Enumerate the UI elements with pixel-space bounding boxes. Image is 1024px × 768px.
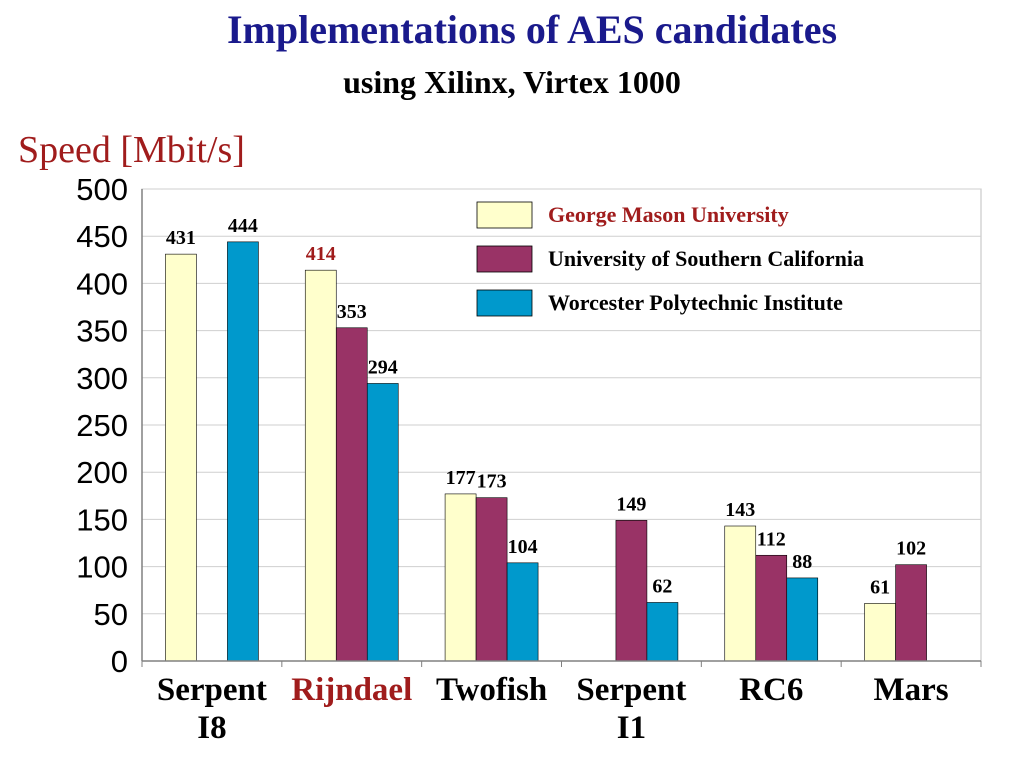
- x-category-label: Rijndael: [291, 672, 412, 708]
- y-tick-label: 100: [76, 550, 128, 585]
- bar: [444, 493, 477, 662]
- bar: [895, 564, 927, 662]
- legend-label: George Mason University: [548, 202, 789, 227]
- bar-value-label: 431: [166, 227, 196, 249]
- bar-value-label: 61: [870, 576, 890, 598]
- y-tick-label: 350: [76, 314, 128, 349]
- y-tick-label: 200: [76, 455, 128, 490]
- bar: [755, 554, 788, 662]
- x-category-label-line2: I8: [197, 710, 226, 746]
- legend: George Mason University University of Sou…: [476, 201, 864, 317]
- bar-value-label: 414: [306, 243, 336, 265]
- legend-label: University of Southern California: [548, 246, 864, 271]
- bar: [165, 253, 197, 662]
- y-tick-label: 300: [76, 361, 128, 396]
- bar-value-label: 149: [616, 493, 646, 515]
- bar: [786, 577, 819, 662]
- bar-value-label: 143: [725, 499, 755, 521]
- bar-value-label: 294: [368, 356, 398, 378]
- bar: [366, 383, 399, 662]
- x-category-label-line2: I1: [617, 710, 646, 746]
- bars: [165, 241, 927, 662]
- legend-swatch: [476, 289, 533, 317]
- legend-swatch: [476, 245, 533, 273]
- bar: [304, 269, 337, 662]
- x-category-label: Serpent: [157, 672, 267, 708]
- y-tick-label: 500: [76, 172, 128, 207]
- chart-subtitle: using Xilinx, Virtex 1000: [343, 64, 681, 100]
- bar-value-label: 62: [652, 575, 672, 597]
- axes: 0 50 100 150 200 250 300 350 400 450 500: [76, 172, 982, 679]
- chart-title: Implementations of AES candidates: [226, 7, 838, 52]
- y-tick-label: 250: [76, 408, 128, 443]
- bar: [335, 327, 368, 662]
- y-tick-label: 400: [76, 266, 128, 301]
- bar-value-label: 88: [792, 551, 812, 573]
- bar-value-label: 104: [508, 536, 538, 558]
- bar: [506, 562, 539, 662]
- bar: [475, 497, 508, 662]
- bar: [646, 602, 679, 662]
- x-category-label: RC6: [739, 672, 803, 708]
- bar: [724, 525, 757, 662]
- bar-value-label: 102: [896, 538, 926, 560]
- y-tick-label: 50: [94, 597, 128, 632]
- bar-value-label: 444: [228, 215, 258, 237]
- bar: [227, 241, 259, 662]
- bar: [864, 603, 896, 662]
- y-tick-label: 450: [76, 219, 128, 254]
- bar-value-label: 353: [337, 301, 367, 323]
- bar-value-label: 173: [477, 471, 507, 493]
- legend-label: Worcester Polytechnic Institute: [548, 290, 843, 315]
- y-tick-label: 0: [111, 644, 128, 679]
- bar-value-label: 112: [757, 528, 786, 550]
- x-category-label: Twofish: [436, 672, 547, 708]
- x-category-label: Serpent: [576, 672, 686, 708]
- legend-swatch: [476, 201, 533, 229]
- bar-value-label: 177: [446, 467, 476, 489]
- x-category-label: Mars: [874, 672, 949, 708]
- y-axis-label: Speed [Mbit/s]: [18, 129, 245, 171]
- y-tick-label: 150: [76, 502, 128, 537]
- bar: [615, 520, 648, 662]
